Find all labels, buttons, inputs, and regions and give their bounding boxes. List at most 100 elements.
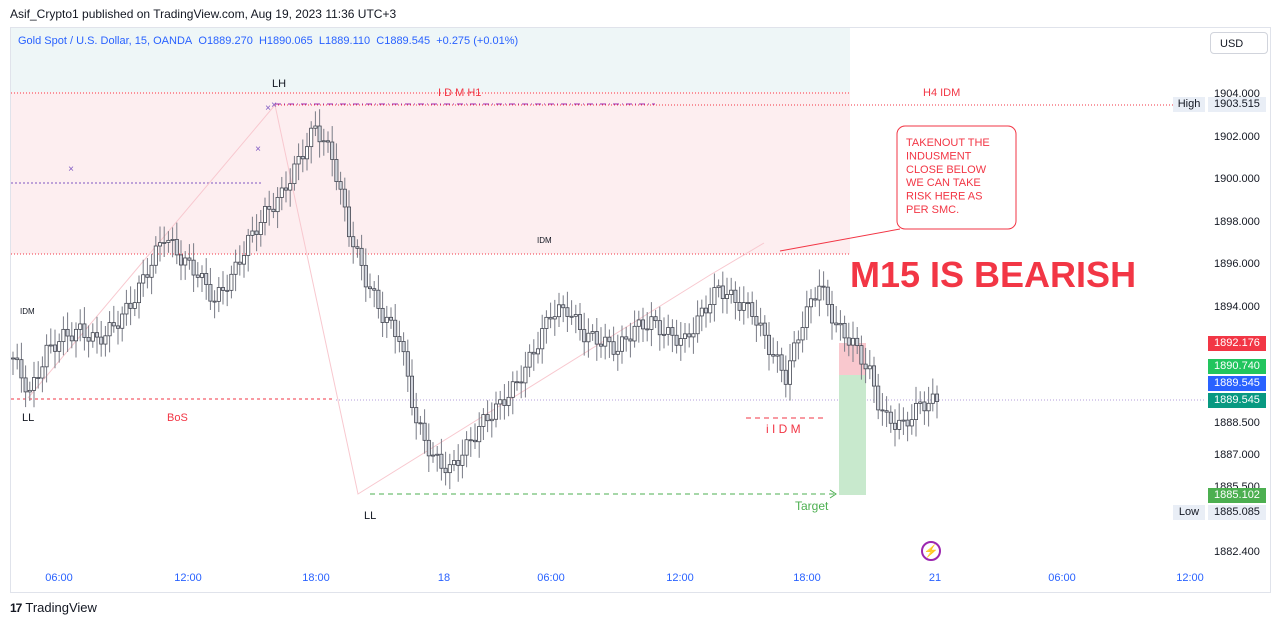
candle-body (44, 344, 49, 368)
candle-body (746, 302, 751, 304)
candle-body (149, 264, 154, 278)
candle-body (334, 159, 339, 182)
target-arrow (829, 489, 837, 499)
profit-zone (839, 375, 866, 495)
candle-body (876, 385, 881, 411)
callout-line: TAKENOUT THE (906, 137, 990, 149)
candle-body (111, 322, 116, 327)
candle-body (477, 426, 482, 443)
candle-body (863, 363, 868, 370)
brand-name[interactable]: TradingView (25, 600, 97, 615)
candle-body (57, 341, 62, 352)
y-tick-label: 1894.000 (1214, 301, 1260, 313)
candle-body (884, 410, 889, 413)
candle-body (586, 332, 591, 343)
candle-body (922, 401, 927, 412)
candle-body (195, 274, 200, 278)
candle-body (124, 302, 129, 315)
candle-body (771, 354, 776, 357)
candle-body (384, 316, 389, 323)
candle-body (15, 357, 20, 361)
candle-body (666, 327, 671, 335)
candle-body (367, 286, 372, 290)
x-tick-label: 21 (929, 572, 941, 584)
candle-body (695, 315, 700, 335)
candle-body (426, 439, 431, 457)
candle-body (758, 322, 763, 326)
candle-body (783, 369, 788, 385)
candle-body (901, 419, 906, 422)
iidm-label: i I D M (766, 422, 801, 436)
candle-body (930, 393, 935, 404)
candle-body (342, 188, 347, 208)
candle-body (220, 287, 225, 291)
candle-body (40, 366, 45, 379)
candle-body (628, 338, 633, 342)
candle-body (859, 345, 864, 365)
candle-body (241, 255, 246, 265)
candle-body (187, 257, 192, 261)
candle-body (225, 289, 230, 292)
candle-body (246, 234, 251, 256)
candle-body (468, 439, 473, 442)
candle-body (888, 411, 893, 424)
candle-body (90, 332, 95, 342)
candle-body (275, 197, 280, 213)
candle-body (86, 337, 91, 342)
candle-body (78, 323, 83, 330)
candle-body (615, 350, 620, 355)
candle-body (523, 366, 528, 384)
candle-body (620, 336, 625, 352)
candle-body (641, 319, 646, 330)
y-tick-label: 1902.000 (1214, 131, 1260, 143)
candle-body (645, 328, 650, 331)
callout-pointer (779, 228, 901, 252)
candle-body (10, 357, 15, 360)
candle-body (279, 187, 284, 198)
candle-body (699, 307, 704, 317)
candle-body (288, 183, 293, 191)
candle-body (657, 320, 662, 336)
callout-line: INDUSMENT (906, 150, 972, 162)
price-tag-target: 1885.102 (1208, 488, 1266, 503)
candle-body (271, 208, 276, 213)
ll-left-label: LL (22, 412, 34, 424)
candle-body (363, 264, 368, 288)
candle-body (712, 287, 717, 305)
candle-body (292, 163, 297, 184)
candle-body (250, 230, 255, 236)
candle-body (804, 306, 809, 328)
callout-box (896, 125, 1017, 230)
candle-body (552, 316, 557, 320)
symbol-name[interactable]: Gold Spot / U.S. Dollar, 15, OANDA (18, 35, 193, 47)
cross-marker: × (271, 100, 277, 111)
lightning-icon[interactable]: ⚡ (921, 541, 941, 561)
candle-body (107, 322, 112, 337)
low-tag-value: 1885.085 (1208, 505, 1266, 520)
candle-body (422, 422, 427, 441)
candle-body (607, 336, 612, 343)
candle-body (321, 140, 326, 143)
candle-body (821, 285, 826, 288)
publish-header: Asif_Crypto1 published on TradingView.co… (10, 7, 397, 21)
candle-body (145, 274, 150, 278)
candle-body (95, 332, 100, 338)
candle-body (725, 294, 730, 299)
chart-legend: Gold Spot / U.S. Dollar, 15, OANDA O1889… (18, 35, 518, 47)
candle-body (304, 146, 309, 160)
currency-selector[interactable]: USD (1210, 32, 1268, 54)
candle-body (737, 302, 742, 311)
candle-body (414, 407, 419, 424)
candle-body (649, 316, 654, 330)
candle-body (636, 319, 641, 327)
idm-mid-label: IDM (537, 236, 552, 245)
candle-body (536, 348, 541, 355)
cross-marker: × (255, 144, 261, 155)
candle-body (834, 322, 839, 326)
cross-marker: × (68, 164, 74, 175)
candle-body (561, 304, 566, 309)
candle-body (74, 328, 79, 342)
candle-body (918, 401, 923, 404)
candle-body (27, 389, 32, 393)
